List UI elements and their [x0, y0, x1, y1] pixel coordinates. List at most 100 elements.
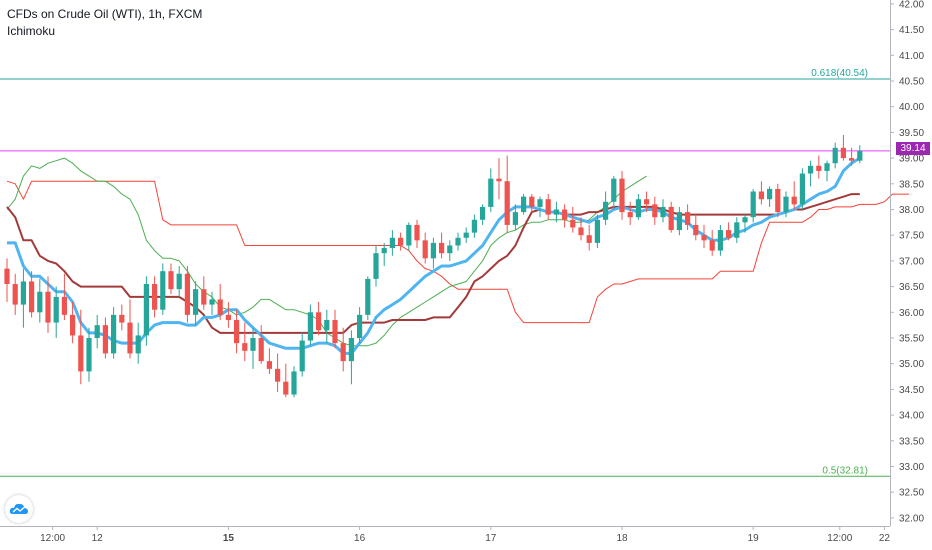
candle-body — [594, 219, 600, 243]
candle-body — [447, 245, 453, 254]
candle — [660, 199, 666, 223]
candle — [152, 276, 158, 318]
candle-body — [742, 217, 748, 223]
candle — [53, 286, 59, 338]
y-tick-label: 39.00 — [899, 154, 924, 165]
y-tick-label: 38.00 — [899, 205, 924, 216]
candle — [119, 304, 125, 331]
candle — [299, 332, 305, 377]
candle-body — [816, 165, 822, 171]
candle — [447, 240, 453, 261]
candle-body — [799, 173, 805, 205]
candle — [20, 268, 26, 328]
x-tick-label: 12 — [92, 533, 104, 544]
candle — [808, 160, 814, 187]
candle-body — [143, 284, 149, 336]
candle-body — [160, 271, 166, 310]
candle — [578, 217, 584, 241]
candle — [586, 224, 592, 251]
fib-label: 0.5(32.81) — [822, 465, 868, 476]
candle — [102, 317, 108, 359]
candle-body — [635, 199, 641, 218]
candle — [504, 155, 510, 233]
candle — [266, 348, 272, 374]
candle-body — [537, 199, 543, 207]
candle — [480, 204, 486, 225]
candle-body — [340, 343, 346, 362]
y-tick-label: 40.50 — [899, 77, 924, 88]
candle — [709, 230, 715, 256]
y-tick-label: 35.50 — [899, 334, 924, 345]
x-tick-label: 22 — [879, 533, 891, 544]
candle — [4, 258, 10, 303]
x-tick-label: 19 — [748, 533, 760, 544]
candle-body — [250, 338, 256, 351]
candle-body — [857, 150, 863, 161]
candle-body — [316, 312, 322, 331]
candle-body — [504, 181, 510, 225]
candle — [775, 183, 781, 218]
candle-body — [603, 201, 609, 220]
cloud-chart-icon — [9, 503, 29, 514]
candle — [553, 201, 559, 223]
x-tick-label: 12:00 — [827, 533, 852, 544]
candle — [521, 194, 527, 215]
candle — [29, 271, 35, 318]
candle — [414, 219, 420, 249]
candle-body — [701, 235, 707, 241]
candle — [422, 232, 428, 264]
candle-body — [685, 212, 691, 225]
candle — [734, 217, 740, 243]
candle-body — [734, 222, 740, 238]
candle-body — [808, 165, 814, 174]
candle — [365, 276, 371, 321]
candle — [685, 204, 691, 231]
candle-body — [644, 199, 650, 205]
y-tick-label: 32.50 — [899, 488, 924, 499]
candle — [635, 194, 641, 220]
current-price-badge: 39.14 — [896, 142, 930, 155]
candle-body — [676, 212, 682, 231]
candle — [758, 181, 764, 205]
candle-body — [258, 338, 264, 362]
x-tick-label: 18 — [616, 533, 628, 544]
candle — [242, 322, 248, 362]
candle — [143, 276, 149, 346]
candle — [529, 194, 535, 213]
candle-body — [496, 178, 502, 182]
candle — [398, 232, 404, 251]
candle — [307, 304, 313, 346]
y-tick-label: 34.00 — [899, 411, 924, 422]
candle — [160, 263, 166, 315]
candle-body — [611, 178, 617, 202]
y-tick-label: 36.00 — [899, 308, 924, 319]
candle-body — [102, 325, 108, 354]
candle — [471, 214, 477, 238]
y-tick-label: 37.50 — [899, 231, 924, 242]
candle — [463, 227, 469, 243]
candle — [840, 134, 846, 161]
candle-body — [660, 206, 666, 218]
candle — [234, 309, 240, 354]
candle — [816, 155, 822, 179]
base-line — [6, 193, 860, 334]
candle — [652, 196, 658, 225]
candle-body — [398, 237, 404, 246]
candle — [45, 276, 51, 333]
candle — [275, 353, 281, 392]
x-tick-label: 15 — [223, 533, 235, 544]
candle-body — [775, 188, 781, 213]
candle-body — [422, 240, 428, 259]
y-tick-label: 34.50 — [899, 385, 924, 396]
candle — [373, 245, 379, 287]
candle-body — [275, 368, 281, 382]
candle — [496, 158, 502, 200]
tradingview-logo-button[interactable] — [5, 495, 33, 523]
candle-body — [291, 371, 297, 395]
candle — [12, 273, 18, 315]
y-tick-label: 36.50 — [899, 282, 924, 293]
y-tick-label: 33.00 — [899, 462, 924, 473]
candle-body — [758, 191, 764, 200]
